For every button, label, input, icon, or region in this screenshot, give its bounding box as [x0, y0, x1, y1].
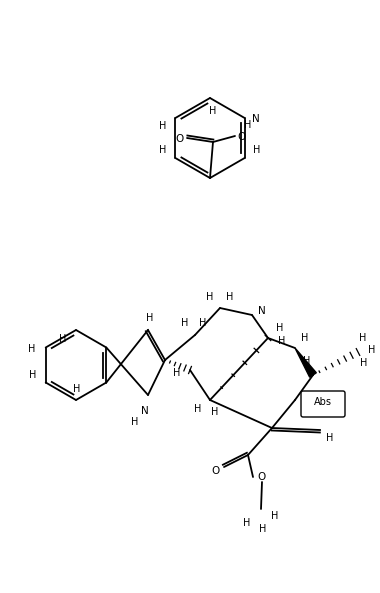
Text: H: H — [360, 358, 368, 368]
Text: H: H — [368, 345, 376, 355]
Text: H: H — [253, 145, 260, 155]
Text: H: H — [131, 417, 139, 427]
Text: H: H — [259, 524, 267, 534]
Polygon shape — [295, 348, 316, 377]
Text: H: H — [209, 106, 217, 116]
Text: H: H — [359, 333, 367, 343]
Text: H: H — [301, 333, 309, 343]
Text: O: O — [176, 134, 184, 144]
Text: H: H — [276, 323, 284, 333]
Text: H: H — [159, 145, 166, 155]
Text: H: H — [303, 356, 311, 366]
Text: O: O — [258, 472, 266, 482]
Text: H: H — [226, 292, 234, 302]
Text: Abs: Abs — [314, 397, 332, 407]
Text: H: H — [206, 292, 214, 302]
Text: H: H — [59, 334, 66, 344]
Text: H: H — [181, 318, 189, 328]
Text: N: N — [141, 406, 149, 416]
Text: N: N — [252, 114, 260, 124]
Text: H: H — [271, 511, 279, 521]
Text: H: H — [173, 368, 180, 378]
Text: H: H — [211, 407, 218, 417]
Text: H: H — [278, 336, 286, 346]
Text: H: H — [28, 343, 35, 353]
Text: H: H — [326, 433, 334, 443]
Text: H: H — [194, 404, 202, 414]
Text: H: H — [244, 120, 252, 130]
FancyBboxPatch shape — [301, 391, 345, 417]
Text: H: H — [243, 518, 251, 528]
Text: H: H — [200, 318, 207, 328]
Text: H: H — [29, 369, 36, 380]
Text: N: N — [258, 306, 266, 316]
Text: O: O — [212, 466, 220, 476]
Text: O: O — [237, 132, 245, 142]
Text: H: H — [146, 313, 154, 323]
Text: H: H — [73, 384, 81, 394]
Text: H: H — [159, 121, 166, 131]
